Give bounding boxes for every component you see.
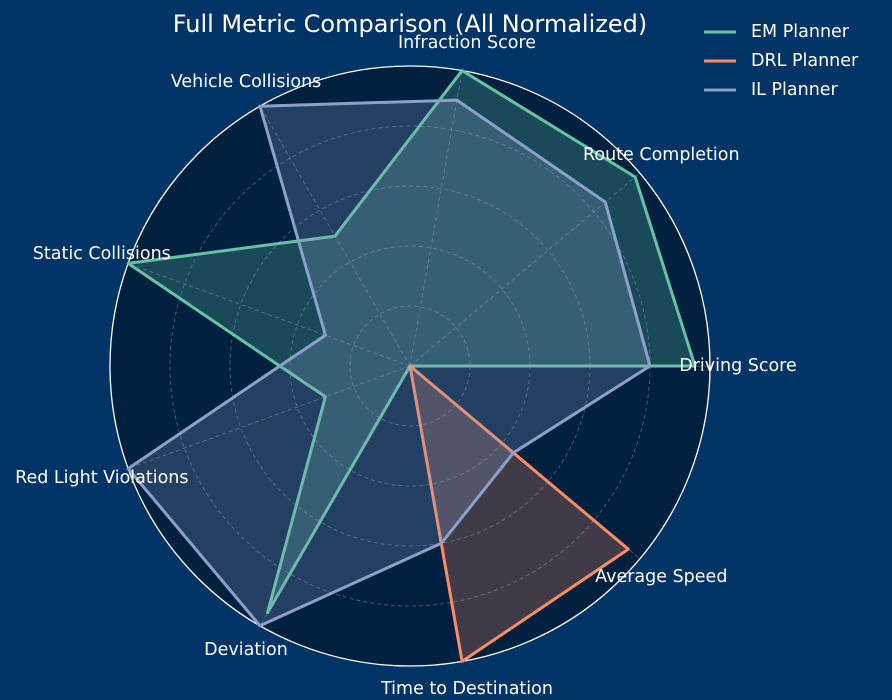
axis-label: Infraction Score — [398, 33, 536, 53]
grid-spoke — [409, 172, 641, 367]
chart-title: Full Metric Comparison (All Normalized) — [173, 10, 647, 38]
axis-label: Deviation — [204, 640, 288, 660]
grid-spoke — [127, 365, 411, 469]
series-area-il-planner — [128, 100, 651, 626]
axis-label: Route Completion — [583, 145, 740, 165]
grid-spoke — [409, 70, 463, 367]
grid-spoke — [127, 263, 411, 367]
axis-label: Red Light Violations — [15, 468, 188, 488]
axis-label: Driving Score — [679, 356, 797, 376]
series-line-em-planner — [126, 69, 697, 615]
axis-label: Time to Destination — [380, 679, 553, 699]
axis-label: Average Speed — [595, 567, 727, 587]
legend-label: DRL Planner — [751, 51, 859, 71]
legend-label: IL Planner — [751, 80, 839, 100]
series-group — [126, 69, 697, 663]
series-area-drl-planner — [410, 366, 629, 662]
axis-label: Static Collisions — [33, 244, 171, 264]
legend-label: EM Planner — [751, 22, 850, 42]
legend: EM Planner DRL Planner IL Planner — [704, 22, 859, 100]
series-line-drl-planner — [408, 364, 630, 663]
series-line-il-planner — [126, 98, 652, 628]
axis-label: Vehicle Collisions — [171, 72, 322, 92]
series-area-em-planner — [128, 70, 696, 613]
axis-labels: Driving Score Route Completion Infraction … — [15, 33, 797, 699]
